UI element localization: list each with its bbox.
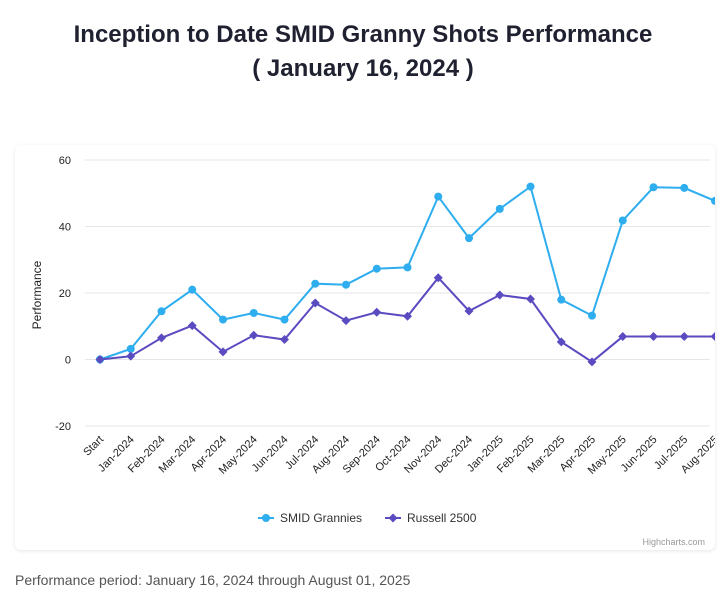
series-smid-grannies[interactable]: [96, 182, 719, 364]
legend: SMID Grannies Russell 2500: [258, 511, 477, 525]
data-point[interactable]: [311, 279, 320, 288]
data-point[interactable]: [526, 294, 535, 304]
y-tick-label: 0: [65, 355, 71, 367]
data-point[interactable]: [342, 280, 350, 289]
legend-marker: [262, 514, 270, 522]
data-point[interactable]: [126, 344, 135, 353]
data-point[interactable]: [710, 332, 720, 342]
data-point[interactable]: [587, 357, 597, 367]
data-point[interactable]: [495, 204, 504, 213]
data-point[interactable]: [557, 295, 566, 304]
data-point[interactable]: [680, 183, 689, 192]
series-russell-2500[interactable]: [95, 273, 720, 367]
legend-item[interactable]: Russell 2500: [385, 511, 477, 525]
data-point[interactable]: [280, 335, 289, 345]
data-point[interactable]: [434, 192, 443, 201]
legend-marker: [388, 513, 398, 523]
performance-chart: -20 0 20 40 60 Performance StartJan-2024Feb-…: [30, 155, 721, 547]
data-point[interactable]: [679, 332, 689, 342]
legend-label[interactable]: SMID Grannies: [280, 511, 362, 525]
y-tick-label: -20: [55, 421, 71, 433]
data-point[interactable]: [618, 332, 628, 342]
series-lines: [95, 182, 720, 367]
data-point[interactable]: [403, 311, 412, 321]
y-tick-label: 60: [59, 155, 71, 167]
data-point[interactable]: [249, 308, 258, 317]
data-point[interactable]: [218, 347, 228, 357]
x-tick-label: Start: [81, 434, 106, 459]
data-point[interactable]: [495, 290, 505, 300]
data-point[interactable]: [588, 311, 596, 320]
data-point[interactable]: [188, 285, 197, 294]
grid-lines: [85, 159, 710, 427]
data-point[interactable]: [403, 263, 412, 272]
data-point[interactable]: [157, 333, 166, 343]
y-axis-title: Performance: [30, 260, 44, 329]
y-axis-ticks: -20 0 20 40 60: [55, 155, 71, 433]
data-point[interactable]: [187, 321, 197, 331]
legend-item[interactable]: SMID Grannies: [258, 511, 362, 525]
data-point[interactable]: [219, 315, 227, 324]
data-point[interactable]: [465, 234, 473, 243]
data-point[interactable]: [157, 307, 166, 316]
data-point[interactable]: [280, 315, 289, 324]
x-axis-ticks: StartJan-2024Feb-2024Mar-2024Apr-2024May…: [81, 434, 721, 477]
data-point[interactable]: [649, 183, 658, 192]
data-point[interactable]: [556, 337, 566, 347]
data-point[interactable]: [341, 316, 351, 326]
chart-title: Inception to Date SMID Granny Shots Perf…: [0, 18, 726, 86]
data-point[interactable]: [464, 306, 474, 316]
performance-period-note: Performance period: January 16, 2024 thr…: [15, 572, 411, 588]
chart-card: -20 0 20 40 60 Performance Start Jan-2024 Feb-…: [15, 145, 721, 550]
highcharts-credits[interactable]: Highcharts.com: [642, 537, 705, 547]
y-tick-label: 20: [59, 288, 71, 300]
chart-title-main: Inception to Date SMID Granny Shots Perf…: [73, 21, 653, 48]
data-point[interactable]: [249, 330, 259, 340]
y-tick-label: 40: [59, 222, 71, 234]
data-point[interactable]: [649, 332, 658, 342]
data-point[interactable]: [372, 264, 381, 273]
data-point[interactable]: [126, 351, 136, 361]
legend-label[interactable]: Russell 2500: [407, 511, 477, 525]
data-point[interactable]: [711, 196, 719, 205]
data-point[interactable]: [433, 273, 443, 283]
data-point[interactable]: [372, 307, 382, 317]
chart-subtitle: ( January 16, 2024 ): [252, 55, 474, 82]
data-point[interactable]: [526, 182, 535, 191]
data-point[interactable]: [618, 216, 627, 225]
data-point[interactable]: [310, 298, 320, 308]
data-point[interactable]: [95, 355, 105, 364]
